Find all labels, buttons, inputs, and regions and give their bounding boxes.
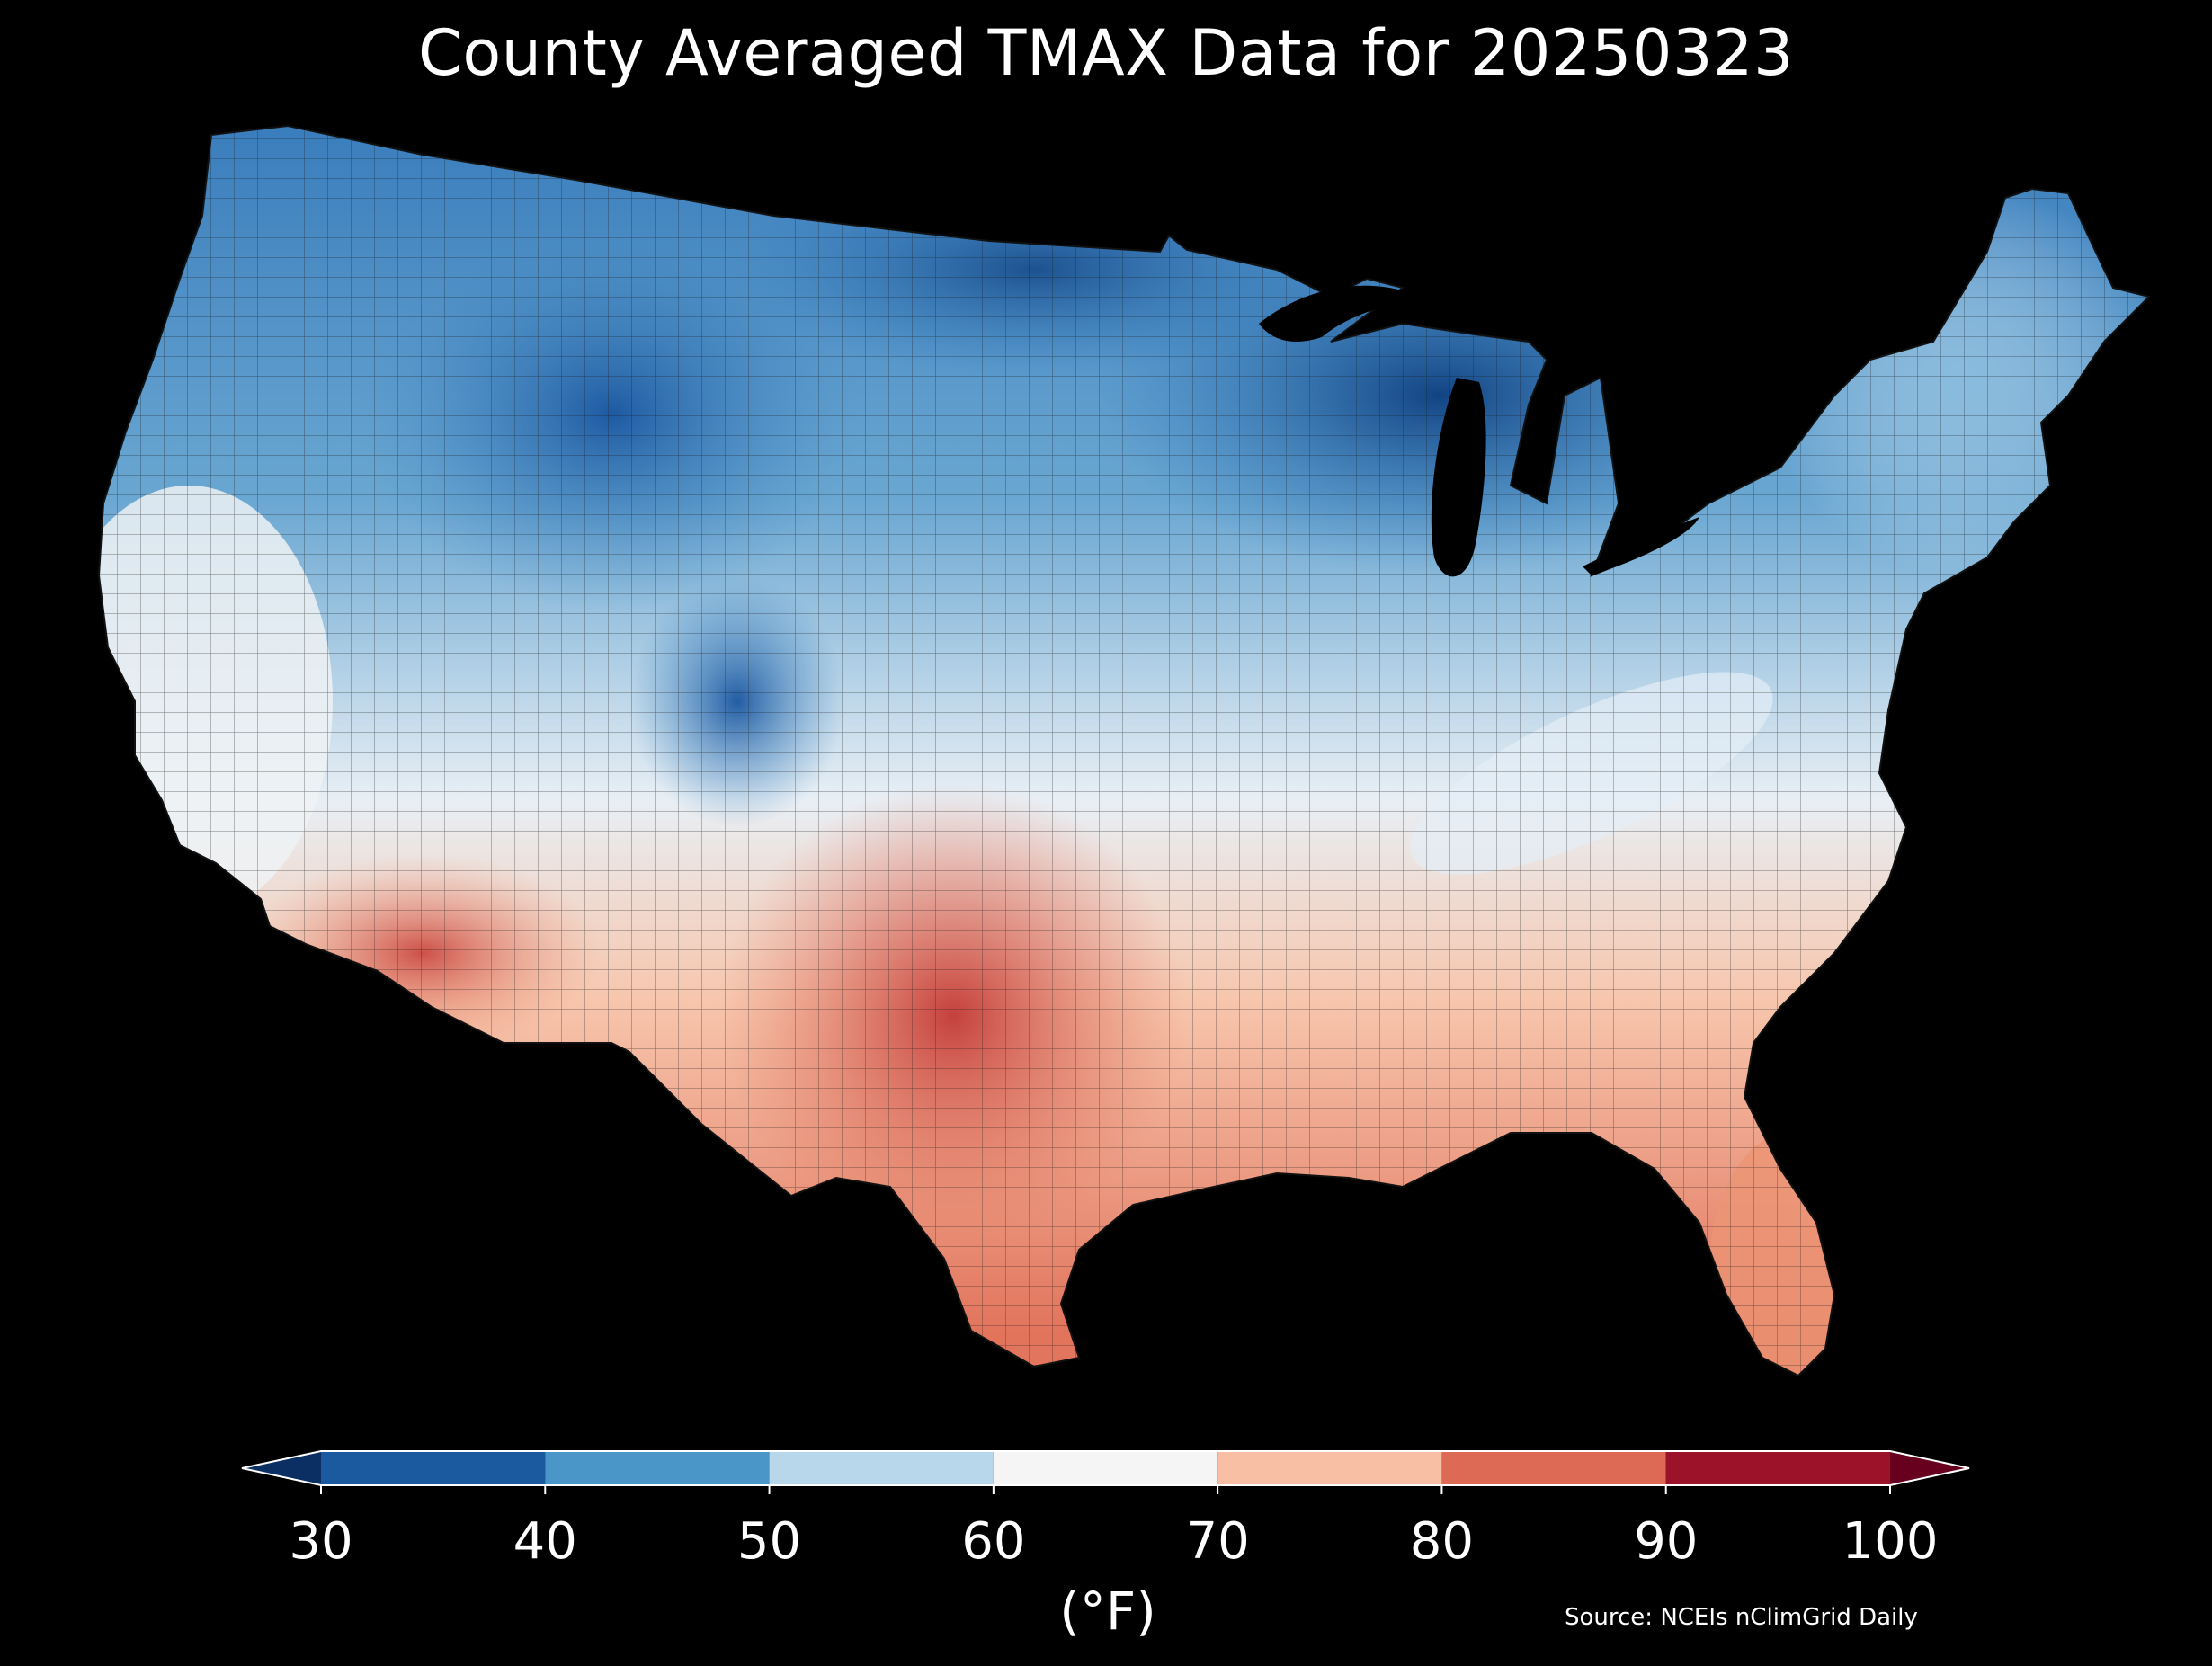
colorbar-bin-1 [545,1451,770,1485]
colorbar-tick-label: 80 [1409,1512,1475,1571]
lake-michigan [1431,378,1486,577]
colorbar-tick-label: 50 [736,1512,802,1571]
map-title: County Averaged TMAX Data for 20250323 [417,16,1795,90]
colorbar-bin-5 [1441,1451,1666,1485]
colorbar-bin-0 [321,1451,546,1485]
colorbar-tick-label: 30 [289,1512,353,1571]
colorbar-tick-label: 90 [1634,1512,1699,1571]
colorbar-bin-6 [1665,1451,1890,1485]
colorbar-unit-label: (°F) [1059,1581,1156,1642]
temperature-colorbar [241,1450,1970,1494]
colorbar-bin-2 [769,1451,994,1485]
lake-superior [1259,285,1421,342]
colorbar-bin-4 [1217,1451,1442,1485]
colorbar-tick-label: 60 [961,1512,1026,1571]
lake-erie [1583,517,1699,575]
colorbar-tick-label: 40 [513,1512,577,1571]
colorbar-tick-label: 70 [1185,1512,1250,1571]
source-note: Source: NCEIs nClimGrid Daily [1565,1604,1918,1631]
colorbar-extend-high [1890,1451,1969,1485]
colorbar-extend-low [242,1451,321,1485]
colorbar-tick-label: 100 [1842,1512,1939,1571]
colorbar-bin-3 [993,1451,1218,1485]
